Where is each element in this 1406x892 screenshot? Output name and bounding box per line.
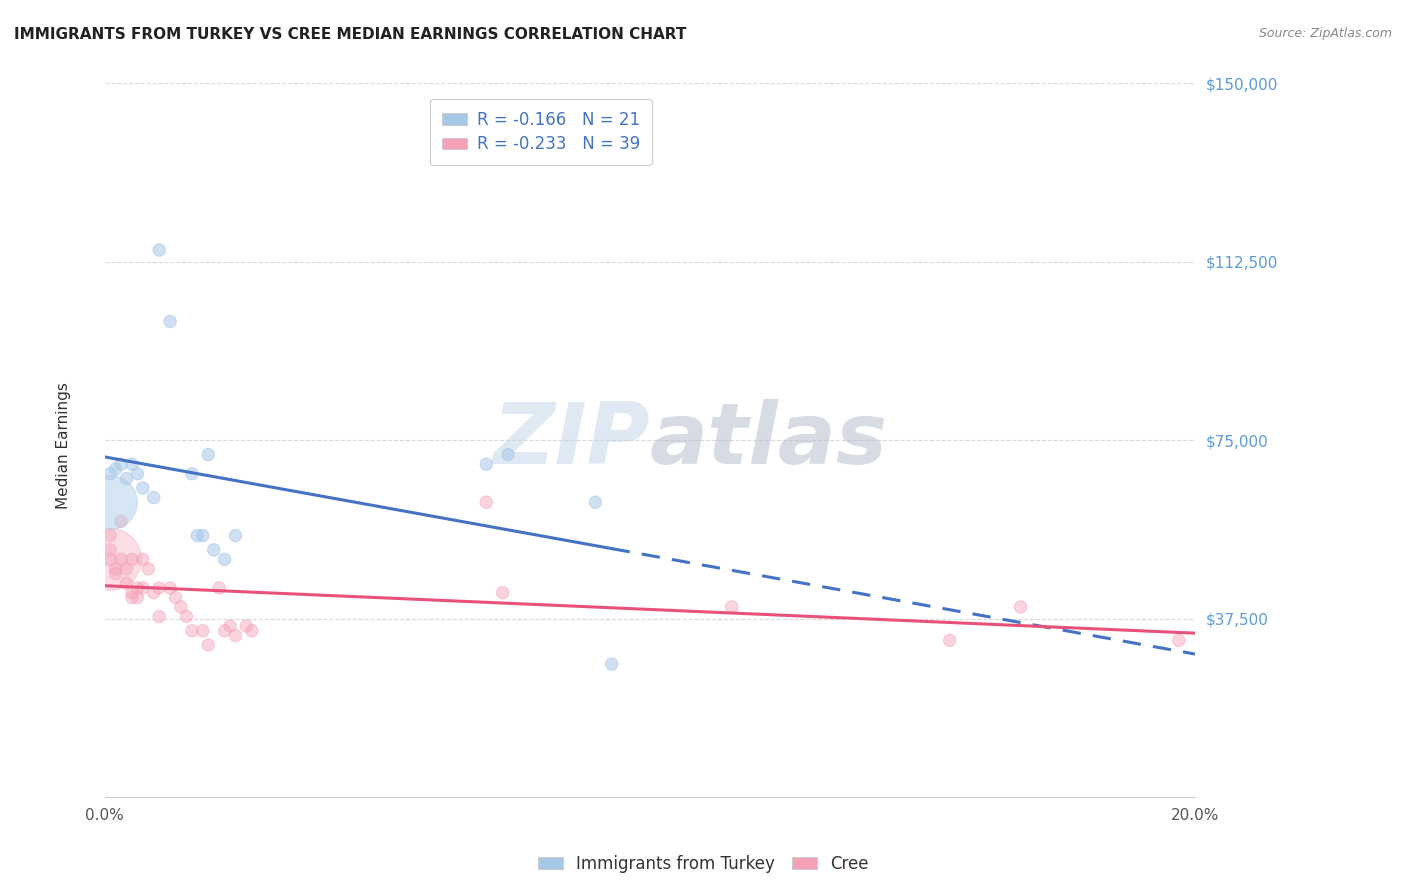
Point (132, 581, 155, 595)
Point (492, 585, 515, 599)
Point (98, 495, 121, 509)
Point (235, 619, 257, 633)
Point (720, 599, 742, 614)
Point (208, 581, 231, 595)
Point (110, 514, 132, 528)
Point (127, 581, 149, 595)
Point (104, 566, 127, 581)
Point (180, 624, 202, 638)
Point (121, 591, 143, 605)
Point (142, 491, 165, 505)
Point (225, 628, 247, 642)
Point (132, 552, 155, 566)
Point (115, 471, 138, 485)
Point (191, 528, 214, 542)
Point (176, 609, 198, 624)
Point (127, 591, 149, 605)
Point (121, 585, 143, 599)
Legend: Immigrants from Turkey, Cree: Immigrants from Turkey, Cree (531, 848, 875, 880)
Point (121, 457, 143, 471)
Text: Source: ZipAtlas.com: Source: ZipAtlas.com (1258, 27, 1392, 40)
Point (1167, 633, 1189, 648)
Point (214, 552, 236, 566)
Point (110, 552, 132, 566)
Point (98, 528, 121, 542)
Point (197, 448, 219, 462)
Point (225, 528, 247, 542)
Point (142, 585, 165, 599)
Text: atlas: atlas (650, 399, 889, 482)
Point (214, 624, 236, 638)
Point (170, 599, 193, 614)
Point (600, 657, 623, 672)
Point (496, 448, 519, 462)
Point (583, 495, 606, 509)
Point (219, 619, 242, 633)
Point (98, 552, 121, 566)
Point (104, 462, 127, 476)
Point (115, 576, 138, 591)
Text: ZIP: ZIP (492, 399, 650, 482)
Point (110, 457, 132, 471)
Point (1010, 599, 1032, 614)
Point (165, 591, 187, 605)
Point (104, 562, 127, 576)
Point (186, 528, 208, 542)
Point (180, 467, 202, 481)
Point (115, 562, 138, 576)
Point (98, 542, 121, 557)
Point (127, 467, 149, 481)
Point (148, 609, 170, 624)
Point (148, 243, 170, 257)
Point (191, 624, 214, 638)
Point (159, 314, 181, 328)
Point (159, 581, 181, 595)
Point (197, 638, 219, 652)
Point (121, 552, 143, 566)
Legend: R = -0.166   N = 21, R = -0.233   N = 39: R = -0.166 N = 21, R = -0.233 N = 39 (430, 99, 651, 165)
Point (148, 581, 170, 595)
Point (98, 552, 121, 566)
Text: IMMIGRANTS FROM TURKEY VS CREE MEDIAN EARNINGS CORRELATION CHART: IMMIGRANTS FROM TURKEY VS CREE MEDIAN EA… (14, 27, 686, 42)
Point (202, 542, 225, 557)
Point (475, 495, 498, 509)
Text: Median Earnings: Median Earnings (56, 383, 70, 509)
Point (938, 633, 960, 648)
Point (136, 562, 159, 576)
Point (132, 481, 155, 495)
Point (240, 624, 263, 638)
Point (98, 467, 121, 481)
Point (475, 457, 498, 471)
